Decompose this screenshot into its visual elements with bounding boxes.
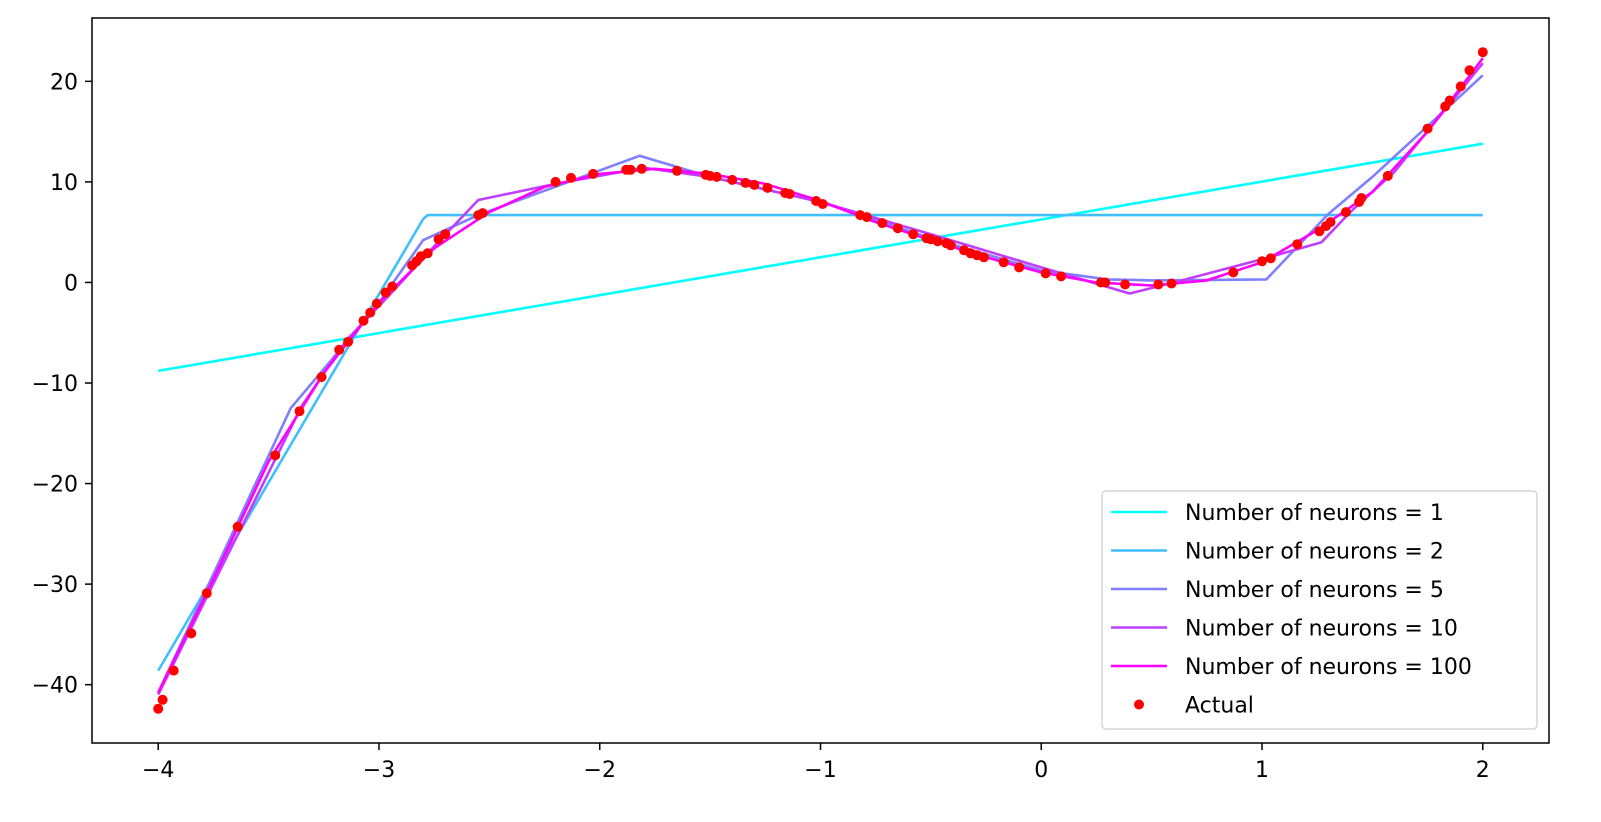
actual-point	[908, 229, 919, 240]
actual-point	[232, 521, 243, 532]
actual-point	[343, 336, 354, 347]
actual-point	[550, 176, 561, 187]
actual-point	[588, 168, 599, 179]
actual-point	[978, 252, 989, 263]
x-tick-label: 1	[1255, 758, 1269, 783]
actual-point	[762, 182, 773, 193]
actual-point	[1265, 253, 1276, 264]
series-line-0	[157, 142, 1484, 373]
actual-point	[1056, 271, 1067, 282]
actual-point	[1356, 193, 1367, 203]
actual-point	[186, 628, 197, 639]
actual-point	[1325, 217, 1336, 228]
x-tick-label: −1	[804, 758, 836, 783]
actual-point	[168, 665, 179, 676]
actual-point	[334, 344, 345, 355]
actual-point	[358, 315, 369, 326]
actual-point	[365, 307, 376, 318]
actual-point	[1292, 239, 1303, 250]
actual-point	[861, 212, 872, 223]
y-tick-label: 10	[50, 171, 78, 196]
actual-point	[157, 694, 168, 705]
actual-point	[440, 229, 451, 240]
actual-point	[727, 174, 738, 185]
legend-box	[1101, 490, 1538, 730]
actual-point	[1166, 278, 1177, 289]
x-tick-label: 0	[1034, 758, 1048, 783]
actual-point	[1444, 95, 1455, 106]
series-line-1	[157, 213, 1483, 672]
x-axis-ticks: −4 −3 −2 −1 0 1 2	[142, 743, 1490, 783]
actual-point	[477, 208, 488, 219]
actual-point	[1040, 268, 1051, 279]
legend-label: Actual	[1185, 694, 1254, 719]
actual-point	[387, 281, 398, 292]
x-tick-label: −3	[363, 758, 395, 783]
actual-point	[153, 703, 164, 714]
actual-point	[1153, 279, 1164, 290]
x-tick-label: 2	[1476, 758, 1490, 783]
actual-point	[945, 240, 956, 251]
y-tick-label: −40	[32, 674, 78, 699]
actual-point	[1455, 81, 1466, 92]
actual-point	[294, 406, 305, 417]
legend-label: Number of neurons = 10	[1185, 617, 1458, 642]
actual-point	[1382, 170, 1393, 181]
legend: Number of neurons = 1 Number of neurons =…	[1101, 490, 1538, 730]
x-tick-label: −2	[584, 758, 616, 783]
legend-label: Number of neurons = 5	[1185, 578, 1444, 603]
legend-label: Number of neurons = 2	[1185, 540, 1444, 565]
actual-point	[270, 450, 281, 461]
actual-point	[636, 163, 647, 174]
plot-frame	[91, 17, 1550, 744]
y-tick-label: 20	[50, 70, 78, 95]
actual-point	[1228, 267, 1239, 278]
actual-point	[998, 257, 1009, 268]
actual-point	[892, 223, 903, 234]
legend-label: Number of neurons = 100	[1185, 655, 1472, 680]
actual-point	[422, 248, 433, 259]
legend-label: Number of neurons = 1	[1185, 501, 1444, 526]
actual-point	[1014, 262, 1025, 273]
y-tick-label: −30	[32, 573, 78, 598]
y-tick-label: −20	[32, 473, 78, 498]
actual-point	[784, 189, 795, 199]
actual-point	[201, 588, 212, 599]
y-tick-label: −10	[32, 372, 78, 397]
legend-swatch	[1134, 699, 1144, 710]
actual-point	[1477, 47, 1488, 58]
actual-point	[371, 298, 382, 309]
actual-point	[380, 287, 391, 298]
actual-point	[1120, 279, 1131, 290]
actual-point	[1340, 207, 1351, 218]
plot-area	[153, 47, 1488, 714]
actual-point	[749, 179, 760, 190]
actual-point	[566, 172, 576, 183]
x-tick-label: −4	[142, 758, 174, 783]
actual-point	[316, 372, 327, 382]
y-tick-label: 0	[64, 271, 78, 296]
actual-point	[625, 164, 636, 175]
actual-point	[1100, 277, 1111, 288]
actual-point	[672, 165, 682, 176]
actual-point	[1257, 256, 1267, 267]
actual-point	[1464, 65, 1475, 76]
actual-point	[740, 177, 751, 188]
actual-point	[932, 236, 943, 247]
actual-point	[877, 218, 888, 229]
y-axis-ticks: −40 −30 −20 −10 0 10 20	[32, 70, 92, 699]
actual-point	[817, 199, 828, 209]
actual-point	[711, 171, 722, 182]
actual-point	[1422, 123, 1433, 134]
